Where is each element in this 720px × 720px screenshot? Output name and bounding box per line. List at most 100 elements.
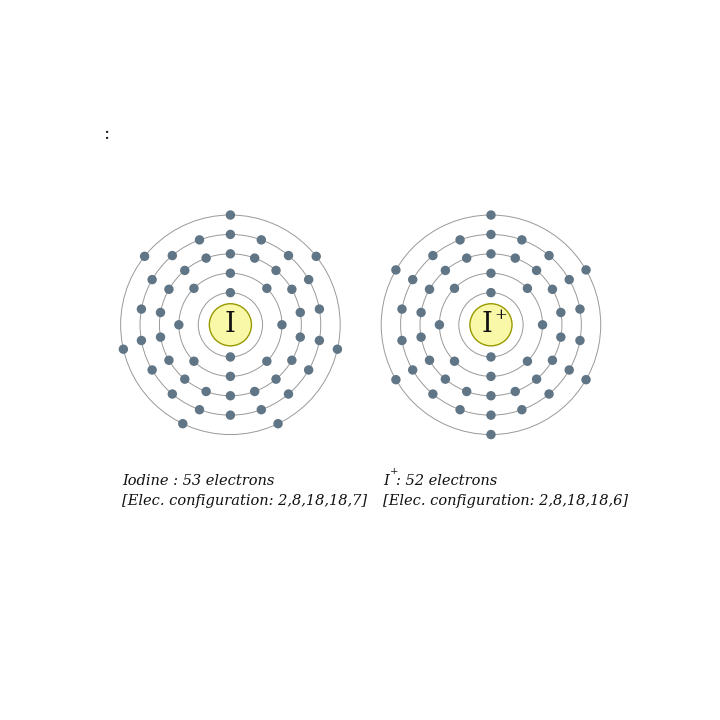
Circle shape bbox=[486, 269, 495, 278]
Circle shape bbox=[486, 210, 495, 220]
Circle shape bbox=[575, 336, 585, 345]
Circle shape bbox=[180, 266, 189, 275]
Circle shape bbox=[225, 391, 235, 400]
Circle shape bbox=[287, 284, 297, 294]
Text: +: + bbox=[495, 308, 508, 322]
Circle shape bbox=[486, 249, 495, 258]
Circle shape bbox=[556, 307, 566, 318]
Circle shape bbox=[425, 284, 434, 294]
Circle shape bbox=[137, 305, 146, 314]
Text: [Elec. configuration: 2,8,18,18,6]: [Elec. configuration: 2,8,18,18,6] bbox=[383, 494, 628, 508]
Circle shape bbox=[156, 307, 165, 318]
Circle shape bbox=[225, 230, 235, 239]
Circle shape bbox=[486, 352, 495, 361]
Circle shape bbox=[486, 372, 495, 381]
Circle shape bbox=[304, 275, 313, 284]
Circle shape bbox=[284, 251, 293, 260]
Circle shape bbox=[532, 374, 541, 384]
Circle shape bbox=[225, 269, 235, 278]
Circle shape bbox=[168, 390, 177, 399]
Circle shape bbox=[225, 352, 235, 361]
Circle shape bbox=[564, 365, 574, 374]
Circle shape bbox=[284, 390, 293, 399]
Circle shape bbox=[581, 265, 590, 274]
Circle shape bbox=[510, 253, 520, 263]
Circle shape bbox=[517, 235, 526, 245]
Circle shape bbox=[333, 344, 342, 354]
Circle shape bbox=[548, 284, 557, 294]
Circle shape bbox=[119, 344, 128, 354]
Circle shape bbox=[548, 356, 557, 365]
Circle shape bbox=[274, 419, 283, 428]
Circle shape bbox=[180, 374, 189, 384]
Circle shape bbox=[296, 333, 305, 342]
Circle shape bbox=[250, 253, 259, 263]
Circle shape bbox=[538, 320, 547, 330]
Circle shape bbox=[174, 320, 184, 330]
Circle shape bbox=[450, 284, 459, 293]
Circle shape bbox=[225, 210, 235, 220]
Circle shape bbox=[486, 391, 495, 400]
Circle shape bbox=[315, 305, 324, 314]
Circle shape bbox=[425, 356, 434, 365]
Text: I: I bbox=[482, 311, 492, 338]
Circle shape bbox=[262, 284, 271, 293]
Circle shape bbox=[416, 307, 426, 318]
Circle shape bbox=[428, 390, 438, 399]
Circle shape bbox=[256, 405, 266, 415]
Circle shape bbox=[156, 333, 165, 342]
Circle shape bbox=[581, 375, 590, 384]
Circle shape bbox=[225, 372, 235, 381]
Circle shape bbox=[556, 333, 566, 342]
Circle shape bbox=[210, 304, 251, 346]
Circle shape bbox=[450, 356, 459, 366]
Circle shape bbox=[250, 387, 259, 396]
Circle shape bbox=[296, 307, 305, 318]
Text: : 52 electrons: : 52 electrons bbox=[395, 474, 497, 488]
Circle shape bbox=[523, 356, 532, 366]
Circle shape bbox=[195, 235, 204, 245]
Circle shape bbox=[435, 320, 444, 330]
Circle shape bbox=[441, 266, 450, 275]
Circle shape bbox=[486, 430, 495, 439]
Circle shape bbox=[164, 356, 174, 365]
Circle shape bbox=[315, 336, 324, 345]
Circle shape bbox=[575, 305, 585, 314]
Circle shape bbox=[486, 230, 495, 239]
Circle shape bbox=[544, 390, 554, 399]
Circle shape bbox=[225, 410, 235, 420]
Circle shape bbox=[532, 266, 541, 275]
Circle shape bbox=[564, 275, 574, 284]
Circle shape bbox=[486, 410, 495, 420]
Text: I: I bbox=[225, 311, 236, 338]
Circle shape bbox=[140, 251, 149, 261]
Text: :: : bbox=[103, 125, 109, 143]
Circle shape bbox=[470, 304, 512, 346]
Circle shape bbox=[189, 356, 199, 366]
Circle shape bbox=[416, 333, 426, 342]
Circle shape bbox=[455, 235, 465, 245]
Circle shape bbox=[189, 284, 199, 293]
Circle shape bbox=[462, 387, 472, 396]
Circle shape bbox=[312, 251, 321, 261]
Circle shape bbox=[271, 374, 281, 384]
Circle shape bbox=[486, 288, 495, 297]
Circle shape bbox=[523, 284, 532, 293]
Circle shape bbox=[271, 266, 281, 275]
Circle shape bbox=[304, 365, 313, 374]
Circle shape bbox=[408, 365, 418, 374]
Circle shape bbox=[148, 365, 157, 374]
Circle shape bbox=[202, 253, 211, 263]
Circle shape bbox=[137, 336, 146, 345]
Circle shape bbox=[397, 305, 407, 314]
Text: +: + bbox=[390, 467, 398, 476]
Circle shape bbox=[262, 356, 271, 366]
Circle shape bbox=[195, 405, 204, 415]
Circle shape bbox=[277, 320, 287, 330]
Circle shape bbox=[178, 419, 187, 428]
Circle shape bbox=[455, 405, 465, 415]
Circle shape bbox=[168, 251, 177, 260]
Circle shape bbox=[287, 356, 297, 365]
Circle shape bbox=[256, 235, 266, 245]
Circle shape bbox=[408, 275, 418, 284]
